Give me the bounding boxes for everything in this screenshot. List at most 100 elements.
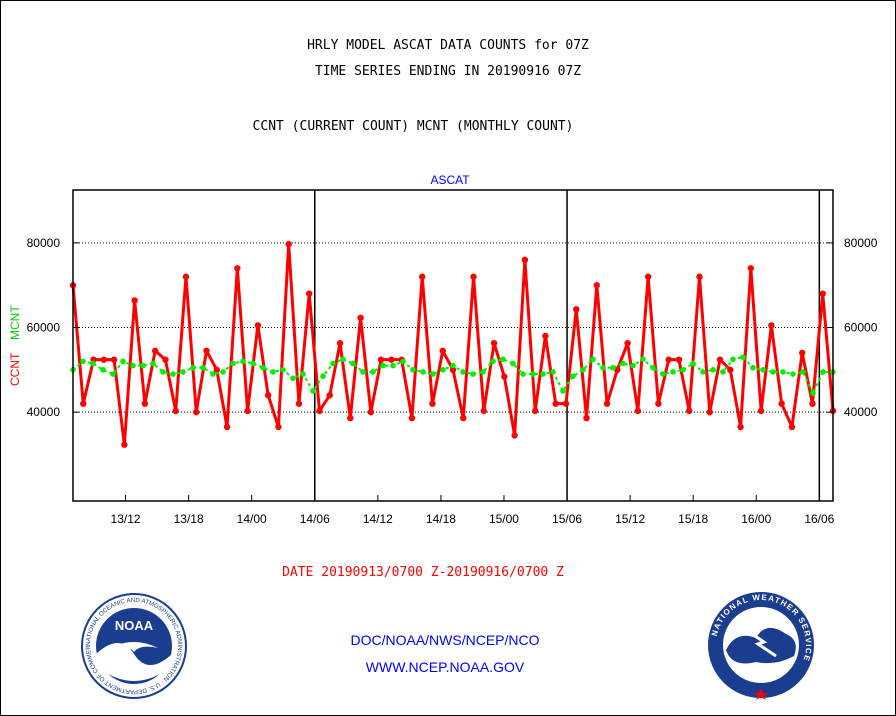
- data-point-mcnt: [410, 367, 416, 373]
- data-point-mcnt: [250, 360, 256, 367]
- noaa-logo-label: NOAA: [115, 618, 154, 633]
- data-point-mcnt: [620, 360, 626, 367]
- data-point-mcnt: [350, 360, 356, 367]
- x-tick-label: 15/06: [552, 512, 582, 526]
- data-point-mcnt: [80, 358, 86, 365]
- data-point-mcnt: [150, 360, 156, 367]
- data-point-mcnt: [430, 371, 436, 377]
- data-point-mcnt: [270, 369, 276, 375]
- data-point-mcnt: [440, 367, 446, 373]
- data-point-mcnt: [170, 371, 176, 377]
- data-point-ccnt: [182, 273, 190, 280]
- data-point-ccnt: [798, 349, 806, 357]
- data-point-mcnt: [320, 373, 326, 379]
- data-point-mcnt: [210, 371, 216, 377]
- data-point-ccnt: [542, 332, 549, 340]
- data-point-ccnt: [80, 400, 87, 407]
- data-point-ccnt: [418, 273, 426, 280]
- data-point-ccnt: [151, 347, 159, 354]
- data-point-ccnt: [686, 407, 693, 415]
- data-point-ccnt: [531, 407, 539, 415]
- data-point-mcnt: [360, 369, 366, 375]
- chart-title-line3: CCNT (CURRENT COUNT) MCNT (MONTHLY COUNT…: [252, 119, 574, 134]
- data-point-ccnt: [285, 240, 292, 248]
- y-tick-label-left: 60000: [27, 321, 61, 335]
- data-point-mcnt: [740, 354, 746, 360]
- data-point-ccnt: [100, 356, 108, 363]
- data-point-mcnt: [770, 369, 776, 375]
- data-point-mcnt: [720, 369, 726, 375]
- data-point-ccnt: [244, 407, 251, 415]
- credit-line-2: WWW.NCEP.NOAA.GOV: [365, 659, 525, 675]
- nws-logo-icon: NATIONAL WEATHER SERVICE: [708, 592, 814, 700]
- data-point-ccnt: [110, 356, 118, 363]
- data-point-mcnt: [490, 358, 496, 365]
- data-point-mcnt: [550, 369, 556, 375]
- data-point-ccnt: [696, 273, 703, 280]
- data-point-ccnt: [819, 290, 826, 297]
- data-point-mcnt: [330, 360, 336, 367]
- x-tick-label: 15/12: [615, 512, 645, 526]
- data-point-ccnt: [706, 408, 713, 416]
- data-point-mcnt: [820, 369, 826, 375]
- y-axis-label-mcnt: MCNT: [8, 305, 22, 340]
- data-point-mcnt: [610, 364, 616, 371]
- data-point-ccnt: [501, 373, 508, 380]
- data-point-ccnt: [716, 356, 724, 363]
- data-point-ccnt: [727, 366, 734, 374]
- data-point-mcnt: [180, 369, 186, 375]
- date-range-label: DATE 20190913/0700 Z-20190916/0700 Z: [282, 565, 564, 580]
- data-point-mcnt: [370, 369, 376, 375]
- data-point-mcnt: [580, 367, 586, 373]
- data-point-mcnt: [260, 364, 266, 371]
- data-point-mcnt: [670, 369, 676, 375]
- data-point-ccnt: [521, 256, 529, 264]
- data-point-mcnt: [340, 356, 346, 363]
- data-point-mcnt: [800, 369, 806, 375]
- plot-subtitle: ASCAT: [430, 173, 470, 187]
- data-point-ccnt: [388, 356, 395, 363]
- data-point-mcnt: [130, 362, 136, 369]
- data-point-ccnt: [172, 407, 179, 415]
- data-point-mcnt: [100, 367, 106, 373]
- data-point-mcnt: [230, 360, 236, 367]
- chart-title-line1: HRLY MODEL ASCAT DATA COUNTS for 07Z: [307, 38, 589, 53]
- y-tick-label-right: 60000: [844, 321, 878, 335]
- data-point-mcnt: [760, 367, 766, 373]
- data-point-mcnt: [810, 390, 816, 396]
- data-point-ccnt: [254, 322, 262, 329]
- data-point-mcnt: [600, 364, 606, 371]
- data-point-ccnt: [737, 423, 744, 431]
- data-point-ccnt: [655, 400, 662, 407]
- data-point-ccnt: [223, 423, 231, 431]
- data-point-mcnt: [420, 369, 426, 375]
- data-point-mcnt: [690, 360, 696, 367]
- data-point-mcnt: [380, 362, 386, 369]
- data-point-mcnt: [640, 356, 646, 363]
- x-tick-label: 13/18: [174, 512, 204, 526]
- data-point-mcnt: [450, 362, 456, 369]
- x-tick-label: 14/18: [426, 512, 456, 526]
- y-axis-label-ccnt: CCNT: [8, 352, 22, 386]
- data-point-ccnt: [480, 407, 488, 415]
- data-point-mcnt: [470, 371, 476, 377]
- data-point-ccnt: [275, 423, 282, 431]
- data-point-ccnt: [193, 408, 200, 416]
- data-point-ccnt: [306, 290, 313, 297]
- data-point-mcnt: [460, 369, 466, 375]
- data-point-ccnt: [552, 400, 559, 407]
- data-point-ccnt: [295, 400, 303, 407]
- data-point-ccnt: [203, 347, 210, 354]
- data-point-ccnt: [264, 392, 272, 399]
- data-point-mcnt: [140, 362, 146, 369]
- data-point-ccnt: [408, 414, 416, 422]
- data-point-mcnt: [650, 364, 656, 371]
- data-point-mcnt: [570, 373, 576, 379]
- data-point-mcnt: [300, 371, 306, 377]
- data-point-ccnt: [429, 400, 436, 407]
- y-tick-label-right: 40000: [844, 405, 878, 419]
- data-point-ccnt: [460, 414, 467, 422]
- data-point-mcnt: [750, 364, 756, 371]
- data-point-ccnt: [809, 400, 816, 407]
- data-point-ccnt: [511, 432, 518, 439]
